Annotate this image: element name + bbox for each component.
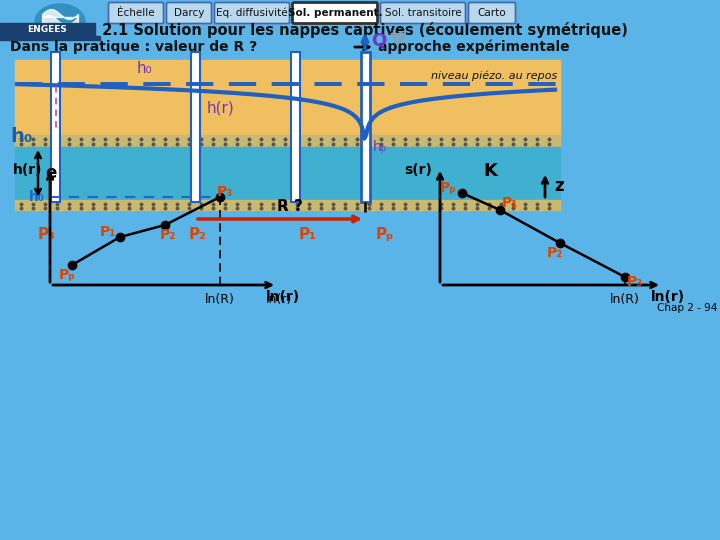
- Text: Dans la pratique : valeur de R ?: Dans la pratique : valeur de R ?: [10, 40, 257, 54]
- Text: Échelle: Échelle: [117, 8, 155, 18]
- Bar: [191, 52, 199, 202]
- Text: 2.1 Solution pour les nappes captives (écoulement symétrique): 2.1 Solution pour les nappes captives (é…: [92, 22, 628, 38]
- Text: Pₚ: Pₚ: [376, 227, 394, 242]
- FancyBboxPatch shape: [292, 3, 377, 24]
- Bar: [15, 147, 560, 200]
- Text: Sol. permanent.: Sol. permanent.: [288, 8, 382, 18]
- Text: niveau piézo. au repos: niveau piézo. au repos: [431, 71, 557, 81]
- Text: Pₚ: Pₚ: [58, 268, 76, 282]
- Text: h(r): h(r): [206, 100, 234, 115]
- Text: Darcy: Darcy: [174, 8, 204, 18]
- Text: ln(r): ln(r): [651, 290, 685, 304]
- Text: h₀: h₀: [29, 190, 45, 204]
- Text: Chap 2 - 94: Chap 2 - 94: [657, 303, 717, 313]
- Text: ln(R): ln(R): [610, 293, 640, 306]
- Text: hₚ: hₚ: [373, 140, 387, 154]
- FancyBboxPatch shape: [109, 3, 163, 24]
- FancyBboxPatch shape: [166, 3, 212, 24]
- Bar: [290, 52, 300, 202]
- Text: approche expérimentale: approche expérimentale: [378, 40, 570, 54]
- Text: Q: Q: [371, 31, 386, 49]
- Text: h(r): h(r): [12, 163, 42, 177]
- FancyBboxPatch shape: [380, 3, 466, 24]
- Text: K: K: [483, 163, 497, 180]
- Text: Carto: Carto: [477, 8, 506, 18]
- Bar: [50, 52, 60, 202]
- Text: h₀: h₀: [137, 61, 153, 76]
- Text: P₁: P₁: [100, 225, 116, 239]
- Text: Eq. diffusivité: Eq. diffusivité: [216, 8, 288, 18]
- Text: P₁: P₁: [502, 196, 518, 210]
- Bar: [0, 23, 95, 37]
- Text: P₂: P₂: [547, 246, 563, 260]
- Bar: [361, 52, 369, 202]
- Text: P₁: P₁: [298, 227, 316, 242]
- Bar: [15, 135, 560, 147]
- Ellipse shape: [35, 4, 85, 40]
- Text: P₃: P₃: [217, 185, 233, 199]
- Bar: [0, 36, 100, 40]
- Text: ENGEES: ENGEES: [27, 25, 67, 35]
- Text: h₀: h₀: [11, 127, 33, 146]
- FancyBboxPatch shape: [215, 3, 289, 24]
- Text: s(r): s(r): [404, 163, 432, 177]
- Text: ln(r): ln(r): [266, 290, 300, 304]
- Text: P₃: P₃: [627, 275, 643, 289]
- Bar: [15, 200, 560, 210]
- Text: Pₚ: Pₚ: [440, 181, 456, 195]
- Bar: [0, 22, 720, 38]
- Bar: [15, 60, 560, 135]
- Text: ln(R): ln(R): [205, 293, 235, 306]
- Text: P₃: P₃: [38, 227, 56, 242]
- FancyBboxPatch shape: [469, 3, 516, 24]
- Text: P₂: P₂: [188, 227, 206, 242]
- Text: z: z: [554, 177, 564, 195]
- Text: P₂: P₂: [160, 228, 176, 242]
- Text: Sol. transitoire: Sol. transitoire: [384, 8, 462, 18]
- Text: R ?: R ?: [277, 199, 303, 214]
- Text: e: e: [45, 165, 56, 183]
- Text: ln(r): ln(r): [266, 293, 292, 306]
